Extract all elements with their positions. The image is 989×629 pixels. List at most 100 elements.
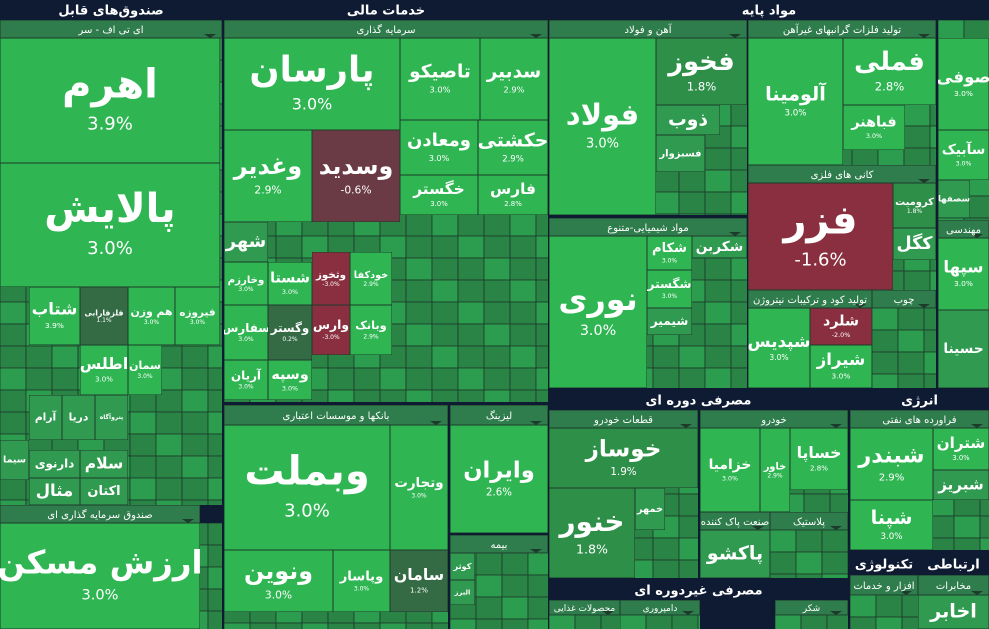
tile-rect [224, 130, 312, 222]
small-tile [678, 367, 706, 388]
header-arrow [830, 424, 842, 428]
tile-value: 3.0% [411, 493, 427, 500]
tile-rect [400, 120, 478, 175]
tile-name: سلام [85, 455, 124, 473]
subsector-header-bg [748, 20, 936, 38]
subsector-header: صندوق سرمایه گذاری ای [0, 505, 200, 523]
tile-rect [29, 395, 62, 440]
small-tile [535, 345, 548, 369]
tile-value: 3.0% [292, 95, 332, 114]
small-tile [483, 257, 511, 281]
tile-rect [450, 580, 475, 605]
tile: سیما [0, 440, 29, 480]
small-tile [301, 622, 329, 629]
small-tile [872, 308, 899, 331]
tile: شهر [224, 222, 268, 262]
subsector-header: تولید فلزات گرانبهای غیرآهن [748, 20, 936, 38]
small-tile [897, 308, 925, 331]
small-tile [730, 367, 747, 388]
tile-rect [128, 345, 162, 395]
tile-rect [893, 228, 936, 260]
tile-rect [933, 470, 989, 500]
subsector-header: چوب [872, 290, 936, 308]
tile: پاکشو [700, 530, 770, 578]
tile-name: سدبیر [486, 62, 541, 83]
tile-name: شکام [652, 241, 687, 256]
tile-value: 3.0% [832, 371, 851, 380]
small-tile [795, 551, 823, 575]
subsector-header: شکر [775, 600, 848, 615]
tile-rect [893, 183, 936, 228]
tile-rect [760, 428, 790, 512]
tile-rect [224, 550, 333, 612]
small-tile [901, 616, 918, 629]
sector-header-bg [549, 390, 848, 410]
tile-rect [938, 38, 989, 130]
tile: شیمیر [647, 308, 692, 335]
tile-name: اکتان [87, 484, 120, 499]
header-arrow [602, 611, 614, 615]
header-arrow [854, 304, 866, 308]
tile-value: 3.0% [769, 353, 788, 362]
subsector-title: مهندسی [946, 225, 981, 236]
tile-rect [656, 135, 705, 172]
tile-value: 2.6% [486, 488, 512, 499]
small-tile [129, 455, 157, 479]
header-arrow [530, 549, 542, 553]
sector-header: صندوق‌های قابل [0, 0, 222, 20]
subsector-header-bg [549, 20, 747, 38]
tile: وسدید -0.6% [312, 130, 400, 222]
tile-value: 2.9% [879, 472, 905, 483]
tile-rect [80, 287, 128, 345]
tile-rect [810, 345, 872, 388]
tile-name: کوثر [453, 561, 472, 572]
tile: اکتان [80, 478, 128, 505]
tile-name: وایران [463, 458, 535, 484]
tile-rect [692, 236, 747, 258]
tile: خگستر 3.0% [400, 175, 478, 215]
small-tile [155, 499, 183, 505]
tile-name: وپاسار [339, 569, 384, 584]
tile-value: 3.0% [238, 286, 254, 293]
tile-rect [80, 450, 128, 478]
small-tile [129, 433, 157, 457]
tile-value: 2.9% [767, 472, 783, 479]
tile-value: 3.0% [952, 454, 970, 462]
small-tile [535, 301, 548, 325]
small-tile [829, 493, 848, 512]
small-tile [405, 622, 433, 629]
tile-rect [224, 262, 268, 305]
subsector-title: فراورده های نفتی [882, 415, 956, 426]
tile-value: 3.0% [95, 374, 113, 383]
small-tile [704, 169, 732, 193]
small-tile [979, 493, 989, 517]
small-tile [652, 345, 680, 369]
tile: وسپه 3.0% [268, 360, 312, 400]
small-tile [431, 323, 459, 347]
tile-rect [400, 38, 480, 120]
tile-rect [62, 395, 95, 440]
header-arrow [729, 34, 741, 38]
tile-name: شپدیس [748, 331, 811, 352]
tile: پارسان 3.0% [224, 38, 400, 130]
small-tile [405, 235, 433, 259]
small-tile [0, 389, 27, 413]
tile-rect [549, 428, 698, 488]
tile-rect [95, 395, 128, 440]
small-tile [155, 433, 183, 457]
small-tile [483, 301, 511, 325]
tile: آرام [29, 395, 62, 440]
small-tile [535, 389, 548, 402]
small-tile [483, 213, 511, 237]
tile-rect [843, 38, 936, 105]
tile-name: ذوب [668, 110, 708, 131]
tile-rect [549, 236, 647, 388]
small-tile [652, 169, 680, 193]
small-tile [25, 367, 53, 391]
subsector-title: تولید کود و ترکیبات نیتروژن [753, 295, 867, 306]
tile-rect [268, 305, 312, 360]
small-tile [181, 477, 209, 501]
